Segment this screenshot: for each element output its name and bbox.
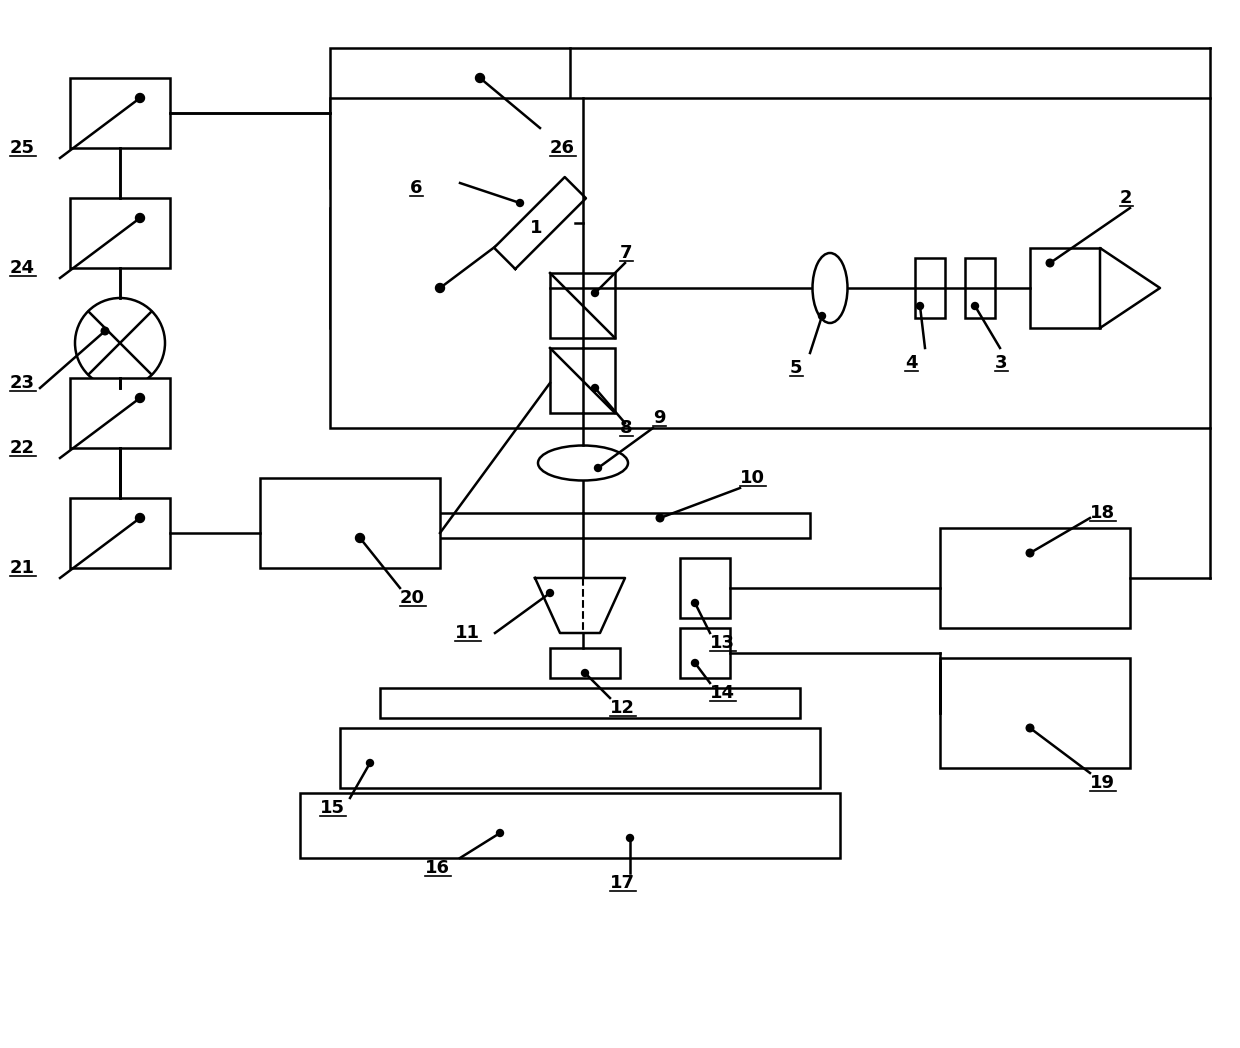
Text: 8: 8 [620,419,632,437]
Bar [1030,248,1100,328]
Bar [940,658,1130,768]
Bar [551,648,620,678]
Circle shape [692,599,698,607]
Text: 25: 25 [10,139,35,157]
Bar [69,78,170,148]
Bar [330,48,570,188]
Polygon shape [494,177,587,269]
Circle shape [1027,724,1034,732]
Text: 20: 20 [401,589,425,607]
Bar [300,793,839,858]
Circle shape [74,298,165,388]
Text: 14: 14 [711,684,735,702]
Bar [940,528,1130,628]
Ellipse shape [538,445,627,480]
Text: 13: 13 [711,634,735,652]
Text: 2: 2 [1120,189,1132,208]
Bar [680,558,730,618]
Bar [965,258,994,318]
Circle shape [591,289,599,297]
Circle shape [1027,549,1034,556]
Polygon shape [534,578,625,633]
Text: 1: 1 [529,219,543,237]
Bar [551,348,615,413]
Text: 17: 17 [610,874,635,892]
Circle shape [656,515,663,522]
Text: 4: 4 [905,354,918,372]
Circle shape [135,214,145,222]
Text: 16: 16 [425,859,450,877]
Circle shape [135,393,145,402]
Bar [391,514,810,538]
Circle shape [547,589,553,596]
Bar [69,498,170,568]
Text: 21: 21 [10,559,35,577]
Circle shape [367,760,373,766]
Text: 19: 19 [1090,774,1115,792]
Bar [915,258,945,318]
Text: 26: 26 [551,139,575,157]
Circle shape [496,830,503,836]
Bar [551,272,615,339]
Ellipse shape [812,253,847,323]
Text: 22: 22 [10,439,35,457]
Circle shape [435,284,444,292]
Text: 12: 12 [610,699,635,717]
Circle shape [356,533,365,543]
Circle shape [1047,259,1054,267]
Text: 24: 24 [10,259,35,277]
Text: 7: 7 [620,244,632,262]
Bar [69,198,170,268]
Circle shape [475,73,485,83]
Circle shape [102,327,109,334]
Bar [69,378,170,447]
Text: 18: 18 [1090,504,1115,522]
Circle shape [692,659,698,667]
Text: 11: 11 [455,624,480,642]
Polygon shape [1100,248,1159,328]
Circle shape [582,670,589,677]
Bar [330,99,1210,428]
Circle shape [135,93,145,103]
Circle shape [626,834,634,842]
Text: 10: 10 [740,470,765,487]
Circle shape [818,312,826,320]
Text: 6: 6 [410,179,423,197]
Circle shape [916,303,924,309]
Text: 3: 3 [994,354,1007,372]
Bar [379,687,800,718]
Circle shape [594,464,601,472]
Circle shape [517,199,523,206]
Text: 9: 9 [653,409,666,427]
Bar [340,728,820,788]
Circle shape [971,303,978,309]
Circle shape [591,385,599,392]
Circle shape [135,514,145,523]
Text: 5: 5 [790,359,802,377]
Text: 23: 23 [10,374,35,392]
Bar [330,208,551,328]
Text: 15: 15 [320,799,345,817]
Bar [260,478,440,568]
Bar [680,628,730,678]
